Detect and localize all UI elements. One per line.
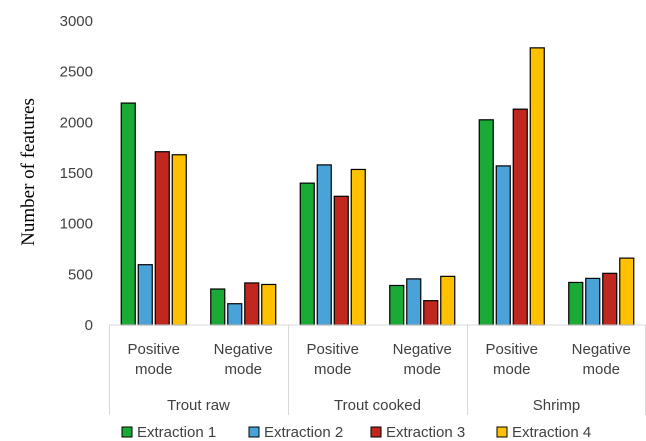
x-axis: Positive mode Negative mode Trout raw Positiv…: [109, 324, 646, 415]
x-tick-label: Positive mode: [485, 341, 538, 378]
bar-extraction-2: [585, 277, 601, 326]
bar-extraction-1: [210, 288, 226, 326]
bar-extraction-2: [137, 264, 153, 326]
x-tick-label: Negative mode: [214, 341, 273, 378]
y-tick-label: 0: [85, 317, 93, 334]
bar-extraction-4: [440, 275, 456, 326]
x-tick-label: Negative mode: [393, 341, 452, 378]
group-label: Trout raw: [167, 397, 230, 414]
y-tick-label: 2000: [60, 114, 93, 131]
group-label: Trout cooked: [334, 397, 421, 414]
y-tick-label: 1500: [60, 165, 93, 182]
legend-swatch: [121, 426, 133, 438]
legend-swatch: [370, 426, 382, 438]
legend-label: Extraction 3: [386, 424, 465, 441]
y-axis-ticks: 0 500 1000 1500 2000 2500 3000: [60, 13, 93, 334]
legend-swatch: [248, 426, 260, 438]
y-tick-label: 2500: [60, 64, 93, 81]
legend-label: Extraction 1: [137, 424, 216, 441]
bar-extraction-3: [244, 282, 260, 326]
y-axis-label: Number of features: [18, 98, 39, 246]
bars: [120, 47, 635, 326]
bar-extraction-3: [154, 151, 170, 326]
bar-extraction-4: [619, 257, 635, 326]
bar-extraction-2: [316, 164, 332, 326]
legend-swatch: [496, 426, 508, 438]
legend: Extraction 1 Extraction 2 Extraction 3 Extr…: [121, 424, 591, 441]
bar-extraction-1: [478, 119, 494, 326]
x-tick-label: Negative mode: [572, 341, 631, 378]
y-tick-label: 1000: [60, 216, 93, 233]
bar-extraction-4: [261, 283, 277, 326]
bar-extraction-3: [512, 108, 528, 326]
group-label: Shrimp: [533, 397, 581, 414]
bar-extraction-1: [120, 102, 136, 326]
bar-extraction-4: [350, 168, 366, 326]
bar-extraction-2: [227, 303, 243, 326]
x-tick-label: Positive mode: [306, 341, 359, 378]
y-tick-label: 3000: [60, 13, 93, 30]
bar-extraction-2: [406, 278, 422, 326]
bar-extraction-3: [333, 195, 349, 326]
bar-extraction-3: [602, 272, 618, 326]
legend-label: Extraction 2: [264, 424, 343, 441]
bar-extraction-1: [389, 284, 405, 326]
x-tick-label: Positive mode: [127, 341, 180, 378]
bar-extraction-3: [423, 300, 439, 326]
y-tick-label: 500: [68, 266, 93, 283]
bar-extraction-4: [529, 47, 545, 326]
bar-extraction-2: [495, 165, 511, 326]
bar-extraction-1: [568, 281, 584, 326]
bar-extraction-4: [171, 154, 187, 326]
bar-extraction-1: [299, 182, 315, 326]
legend-label: Extraction 4: [512, 424, 591, 441]
